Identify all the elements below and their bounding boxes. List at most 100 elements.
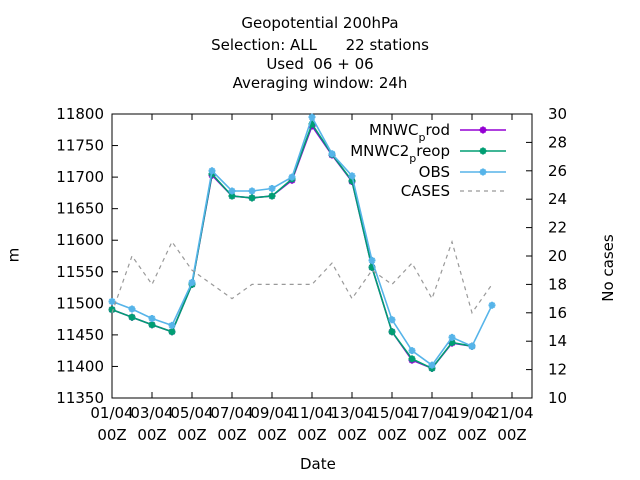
y2-tick-label: 14	[548, 332, 567, 350]
series-point-1	[128, 313, 136, 321]
x-tick-label-date: 15/04	[370, 404, 413, 422]
series-line-1	[111, 122, 473, 370]
y2-tick-label: 24	[548, 190, 567, 208]
legend-label-3: CASES	[401, 182, 450, 200]
x-tick-label-date: 13/04	[330, 404, 373, 422]
series-point-1	[308, 120, 316, 128]
series-point-2	[308, 113, 316, 121]
y-axis-title: m	[4, 247, 23, 263]
y2-tick-label: 18	[548, 275, 567, 293]
x-tick-label-date: 19/04	[450, 404, 493, 422]
series-point-2	[248, 187, 256, 195]
x-tick-label-hour: 00Z	[497, 426, 526, 444]
x-tick-label-hour: 00Z	[97, 426, 126, 444]
series-point-1	[248, 194, 256, 202]
x-tick-label-date: 07/04	[210, 404, 253, 422]
series-point-1	[348, 177, 356, 185]
x-tick-label-hour: 00Z	[137, 426, 166, 444]
series-point-2	[428, 361, 436, 369]
y-tick-label: 11400	[56, 357, 104, 375]
y2-tick-label: 26	[548, 162, 567, 180]
legend-label-main: CASES	[401, 182, 450, 200]
series-point-1	[388, 328, 396, 336]
title-line-1: Geopotential 200hPa	[241, 14, 399, 32]
x-tick-label-date: 01/04	[90, 404, 133, 422]
x-tick-label-date: 03/04	[130, 404, 173, 422]
y-tick-label: 11600	[56, 231, 104, 249]
legend-label-rest: reop	[416, 142, 450, 160]
y2-tick-label: 20	[548, 247, 567, 265]
x-tick-label-date: 21/04	[490, 404, 533, 422]
series-point-2	[168, 321, 176, 329]
title-line-3: Used 06 + 06	[266, 55, 374, 73]
series-point-2	[368, 256, 376, 264]
y-tick-label: 11550	[56, 263, 104, 281]
series-point-2	[448, 333, 456, 341]
series-point-2	[288, 173, 296, 181]
series-point-1	[108, 306, 116, 314]
x-tick-label-date: 05/04	[170, 404, 213, 422]
legend-label-sub: p	[409, 152, 416, 165]
series-point-1	[268, 192, 276, 200]
series-point-2	[148, 314, 156, 322]
legend-label-sub: p	[418, 131, 425, 144]
x-tick-label-hour: 00Z	[257, 426, 286, 444]
legend-marker-0	[479, 126, 487, 134]
y2-tick-label: 10	[548, 389, 567, 407]
y2-tick-label: 30	[548, 105, 567, 123]
x-tick-label-hour: 00Z	[457, 426, 486, 444]
series-point-1	[168, 328, 176, 336]
legend-label-0: MNWCprod	[369, 121, 450, 144]
series-line-2	[111, 115, 493, 367]
series-point-2	[228, 187, 236, 195]
x-tick-label-hour: 00Z	[177, 426, 206, 444]
x-tick-label-hour: 00Z	[217, 426, 246, 444]
series-line-3	[111, 239, 493, 315]
series-point-2	[488, 301, 496, 309]
series-point-2	[128, 305, 136, 313]
y-tick-label: 11800	[56, 105, 104, 123]
y2-tick-label: 28	[548, 133, 567, 151]
x-tick-label-date: 17/04	[410, 404, 453, 422]
series-point-2	[328, 150, 336, 158]
y-tick-label: 11700	[56, 168, 104, 186]
legend-label-main: MNWC2	[350, 142, 409, 160]
series-point-2	[208, 167, 216, 175]
series-point-1	[448, 338, 456, 346]
y-tick-label: 11650	[56, 200, 104, 218]
legend-label-2: OBS	[419, 163, 450, 181]
series-point-1	[148, 321, 156, 329]
x-tick-label-hour: 00Z	[377, 426, 406, 444]
x-tick-label-hour: 00Z	[417, 426, 446, 444]
title-line-4: Averaging window: 24h	[232, 74, 408, 92]
x-tick-label-hour: 00Z	[297, 426, 326, 444]
legend-label-rest: rod	[425, 121, 450, 139]
series-point-1	[408, 355, 416, 363]
series-point-1	[368, 263, 376, 271]
legend-label-main: OBS	[419, 163, 450, 181]
y-tick-label: 11750	[56, 137, 104, 155]
y2-tick-label: 16	[548, 304, 567, 322]
legend-marker-1	[479, 147, 487, 155]
series-point-2	[268, 184, 276, 192]
series-point-2	[388, 316, 396, 324]
x-tick-label-date: 11/04	[290, 404, 333, 422]
y-tick-label: 11450	[56, 326, 104, 344]
series-point-2	[108, 297, 116, 305]
legend-label-main: MNWC	[369, 121, 418, 139]
series-point-2	[348, 172, 356, 180]
y-tick-label: 11500	[56, 294, 104, 312]
legend-label-1: MNWC2preop	[350, 142, 450, 165]
y-tick-label: 11350	[56, 389, 104, 407]
plot-frame	[111, 113, 533, 399]
series-point-2	[188, 279, 196, 287]
x-tick-label-hour: 00Z	[337, 426, 366, 444]
legend-marker-2	[479, 168, 487, 176]
y2-tick-label: 22	[548, 219, 567, 237]
x-tick-label-date: 09/04	[250, 404, 293, 422]
series-point-2	[468, 342, 476, 350]
series-point-1	[228, 192, 236, 200]
series-point-2	[408, 347, 416, 355]
y2-axis-title: No cases	[599, 234, 617, 302]
